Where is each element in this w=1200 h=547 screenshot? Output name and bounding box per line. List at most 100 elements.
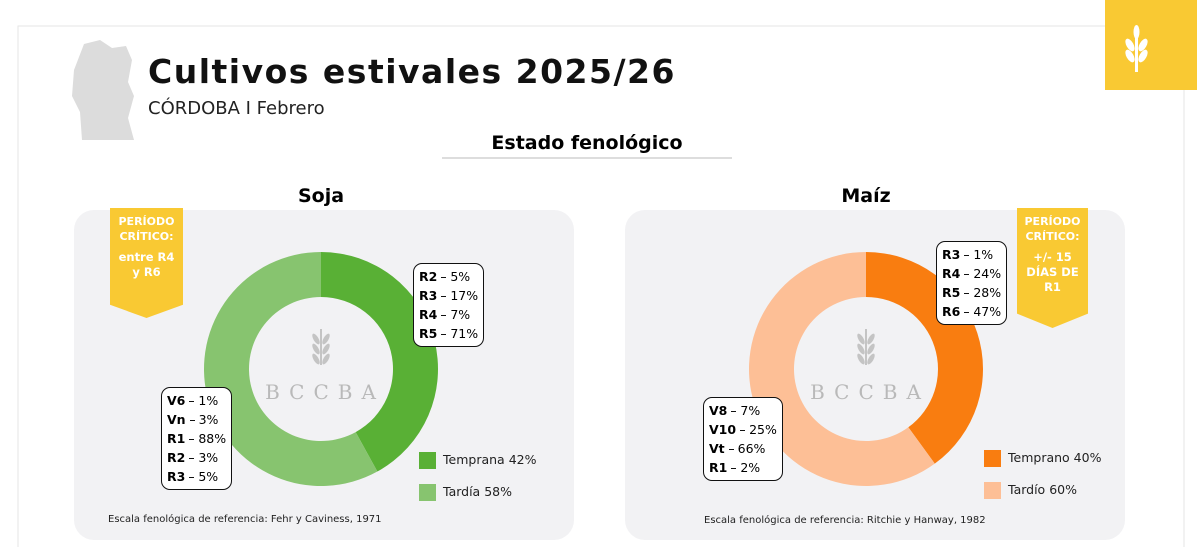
separator	[964, 255, 970, 256]
watermark-text: BCCBA	[265, 380, 385, 404]
wheat-stem	[865, 329, 867, 365]
stage-row: Vt 66%	[709, 439, 777, 458]
stage-value: 5%	[450, 269, 471, 284]
card	[17, 25, 1185, 547]
separator	[964, 274, 970, 275]
stage-name: R3	[942, 247, 961, 262]
stage-value: 17%	[450, 288, 479, 303]
separator	[441, 315, 447, 316]
stage-value: 3%	[198, 412, 219, 427]
legend-value: 40%	[1073, 450, 1102, 465]
stage-row: R5 71%	[419, 324, 478, 343]
separator	[441, 334, 447, 335]
chart-title: Soja	[297, 185, 345, 207]
stage-value: 88%	[198, 431, 227, 446]
source-note: Escala fenológica de referencia: Ritchie…	[704, 515, 986, 526]
stage-callout: V6 1% Vn 3% R1 88% R2 3% R3 5%	[161, 387, 233, 490]
wheat-grain	[867, 343, 875, 355]
wheat-grain	[867, 333, 875, 345]
stage-value: 5%	[198, 469, 219, 484]
wheat-grain	[312, 353, 320, 365]
critical-period-heading: PERÍODO CRÍTICO:	[1024, 215, 1081, 243]
stage-row: V8 7%	[709, 401, 777, 420]
stage-name: V8	[709, 403, 728, 418]
critical-period: PERÍODO CRÍTICO: entre R4 y R6	[110, 208, 183, 318]
legend-swatch	[419, 484, 436, 501]
watermark: BCCBA	[810, 329, 930, 404]
stage-name: R5	[419, 326, 438, 341]
wheat-grain	[867, 353, 875, 365]
stage-row: R2 3%	[167, 448, 226, 467]
stage-name: R6	[942, 304, 961, 319]
separator	[189, 477, 195, 478]
critical-period: PERÍODO CRÍTICO: +/- 15 DÍAS DE R1	[1017, 208, 1088, 328]
legend-item: Tardía 58%	[419, 484, 512, 501]
stage-value: 2%	[740, 460, 761, 475]
stage-row: R3 17%	[419, 286, 478, 305]
separator	[189, 420, 195, 421]
stage-name: R2	[419, 269, 438, 284]
stage-value: 7%	[450, 307, 471, 322]
legend-value: 58%	[484, 484, 512, 499]
watermark: BCCBA	[265, 329, 385, 404]
stage-name: R4	[942, 266, 961, 281]
watermark-text: BCCBA	[810, 380, 930, 404]
stage-value: 47%	[973, 304, 1002, 319]
separator	[441, 296, 447, 297]
stage-value: 71%	[450, 326, 479, 341]
legend-item: Temprana 42%	[419, 452, 536, 469]
wheat-grain	[857, 343, 865, 355]
stage-row: R1 2%	[709, 458, 777, 477]
map-cordoba	[72, 40, 134, 140]
stage-name: R3	[419, 288, 438, 303]
stage-row: V6 1%	[167, 391, 226, 410]
stage-name: Vt	[709, 441, 725, 456]
critical-period-text: entre R4 y R6	[118, 250, 175, 279]
legend-swatch	[984, 482, 1001, 499]
stage-value: 3%	[198, 450, 219, 465]
stage-name: V6	[167, 393, 186, 408]
legend-label: Tardía	[443, 484, 481, 499]
separator	[189, 439, 195, 440]
stage-callout: R2 5% R3 17% R4 7% R5 71%	[413, 263, 485, 347]
legend-label: Tardío	[1008, 482, 1046, 497]
logo-box	[1105, 0, 1197, 90]
stage-name: R5	[942, 285, 961, 300]
legend-swatch	[419, 452, 436, 469]
stage-value: 28%	[973, 285, 1002, 300]
wheat-grain	[322, 333, 330, 345]
legend-value: 42%	[508, 452, 537, 467]
stage-callout: V8 7% V10 25% Vt 66% R1 2%	[703, 397, 783, 481]
donut-segment	[749, 252, 935, 486]
source-note: Escala fenológica de referencia: Fehr y …	[108, 514, 382, 525]
stage-name: Vn	[167, 412, 186, 427]
legend-label: Temprana	[443, 452, 505, 467]
legend-swatch	[984, 450, 1001, 467]
stage-row: R3 1%	[942, 245, 1001, 264]
stage-value: 66%	[737, 441, 766, 456]
separator	[731, 468, 737, 469]
section-title: Estado fenológico	[491, 132, 683, 154]
donut-segment	[321, 252, 439, 472]
stage-row: V10 25%	[709, 420, 777, 439]
donut-segment	[204, 252, 378, 486]
stage-name: R1	[167, 431, 186, 446]
legend-item: Temprano 40%	[984, 450, 1101, 467]
stage-value: 1%	[973, 247, 994, 262]
legend-value: 60%	[1049, 482, 1077, 497]
separator	[964, 293, 970, 294]
stage-row: Vn 3%	[167, 410, 226, 429]
stage-row: R5 28%	[942, 283, 1001, 302]
separator	[740, 430, 746, 431]
critical-period-text: +/- 15 DÍAS DE R1	[1026, 250, 1079, 294]
subtitle: CÓRDOBA I Febrero	[148, 98, 325, 119]
stage-name: R3	[167, 469, 186, 484]
legend-label: Temprano	[1008, 450, 1070, 465]
wheat-grain	[857, 333, 865, 345]
stage-row: R2 5%	[419, 267, 478, 286]
stage-value: 25%	[749, 422, 777, 437]
wheat-grain	[312, 343, 320, 355]
wheat-grain	[322, 353, 330, 365]
critical-period-heading: PERÍODO CRÍTICO:	[118, 215, 175, 243]
stage-value: 7%	[740, 403, 761, 418]
